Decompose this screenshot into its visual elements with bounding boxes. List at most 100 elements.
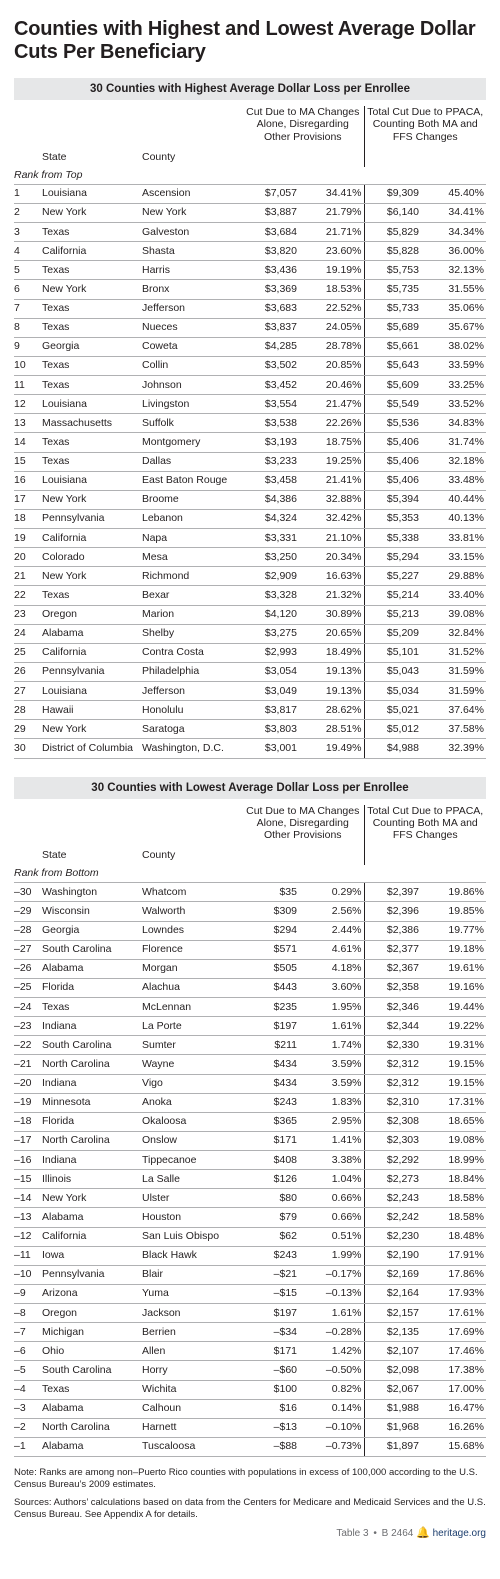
- cell-total-pct: 18.99%: [425, 1151, 486, 1170]
- cell-state: New York: [40, 1189, 140, 1208]
- cell-rank: 7: [14, 299, 40, 318]
- cell-rank: –29: [14, 902, 40, 921]
- cell-rank: –7: [14, 1323, 40, 1342]
- cell-cut-pct: –0.73%: [303, 1437, 364, 1456]
- cell-cut-pct: 19.13%: [303, 662, 364, 681]
- table-row: 26PennsylvaniaPhiladelphia$3,05419.13%$5…: [14, 662, 486, 681]
- cell-cut-pct: –0.10%: [303, 1418, 364, 1437]
- cell-rank: 28: [14, 701, 40, 720]
- table-row: –17North CarolinaOnslow$1711.41%$2,30319…: [14, 1131, 486, 1150]
- cell-cut: $309: [242, 902, 303, 921]
- cell-rank: –14: [14, 1189, 40, 1208]
- cell-total: $2,230: [364, 1227, 425, 1246]
- cell-county: Collin: [140, 356, 242, 375]
- cell-county: Florence: [140, 940, 242, 959]
- cell-total-pct: 37.58%: [425, 720, 486, 739]
- cell-cut: $197: [242, 1017, 303, 1036]
- cell-total: $9,309: [364, 184, 425, 203]
- cell-cut-pct: 19.19%: [303, 261, 364, 280]
- cell-total-pct: 38.02%: [425, 337, 486, 356]
- cell-rank: 14: [14, 433, 40, 452]
- cell-county: Saratoga: [140, 720, 242, 739]
- cell-total-pct: 33.40%: [425, 586, 486, 605]
- cell-state: North Carolina: [40, 1055, 140, 1074]
- cell-total-pct: 19.15%: [425, 1055, 486, 1074]
- cell-cut: $235: [242, 998, 303, 1017]
- table-row: –13AlabamaHouston$790.66%$2,24218.58%: [14, 1208, 486, 1227]
- cell-cut: $3,328: [242, 586, 303, 605]
- cell-county: Honolulu: [140, 701, 242, 720]
- cell-cut-pct: 32.88%: [303, 490, 364, 509]
- table-row: 30District of ColumbiaWashington, D.C.$3…: [14, 739, 486, 758]
- cell-rank: –24: [14, 998, 40, 1017]
- cell-total-pct: 31.59%: [425, 682, 486, 701]
- cell-cut-pct: 0.29%: [303, 883, 364, 902]
- cell-state: Indiana: [40, 1074, 140, 1093]
- cell-cut: $3,233: [242, 452, 303, 471]
- table-row: –28GeorgiaLowndes$2942.44%$2,38619.77%: [14, 921, 486, 940]
- cell-total-pct: 17.86%: [425, 1265, 486, 1284]
- cell-county: Lowndes: [140, 921, 242, 940]
- cell-county: East Baton Rouge: [140, 471, 242, 490]
- cell-county: Livingston: [140, 395, 242, 414]
- cell-total: $2,242: [364, 1208, 425, 1227]
- cell-total: $2,308: [364, 1112, 425, 1131]
- cell-cut: $4,386: [242, 490, 303, 509]
- cell-state: Texas: [40, 586, 140, 605]
- cell-total: $5,043: [364, 662, 425, 681]
- cell-cut: –$88: [242, 1437, 303, 1456]
- cell-state: District of Columbia: [40, 739, 140, 758]
- cell-cut-pct: 21.10%: [303, 529, 364, 548]
- cell-cut-pct: 21.79%: [303, 203, 364, 222]
- cell-cut: $4,120: [242, 605, 303, 624]
- col-header-state: State: [40, 845, 140, 865]
- cell-rank: 9: [14, 337, 40, 356]
- cell-total-pct: 45.40%: [425, 184, 486, 203]
- cell-cut: –$15: [242, 1284, 303, 1303]
- cell-cut: $2,909: [242, 567, 303, 586]
- cell-rank: 17: [14, 490, 40, 509]
- cell-cut: $3,369: [242, 280, 303, 299]
- cell-county: Nueces: [140, 318, 242, 337]
- table-row: –25FloridaAlachua$4433.60%$2,35819.16%: [14, 978, 486, 997]
- cell-county: Yuma: [140, 1284, 242, 1303]
- cell-total: $5,213: [364, 605, 425, 624]
- cell-rank: –28: [14, 921, 40, 940]
- cell-total-pct: 33.81%: [425, 529, 486, 548]
- cell-rank: –2: [14, 1418, 40, 1437]
- table-row: –24TexasMcLennan$2351.95%$2,34619.44%: [14, 998, 486, 1017]
- cell-rank: 10: [14, 356, 40, 375]
- cell-county: Jefferson: [140, 682, 242, 701]
- table-row: –29WisconsinWalworth$3092.56%$2,39619.85…: [14, 902, 486, 921]
- cell-state: Iowa: [40, 1246, 140, 1265]
- cell-rank: 8: [14, 318, 40, 337]
- cell-state: Indiana: [40, 1151, 140, 1170]
- cell-cut-pct: –0.50%: [303, 1361, 364, 1380]
- cell-rank: –9: [14, 1284, 40, 1303]
- cell-total-pct: 33.15%: [425, 548, 486, 567]
- notes-block: Note: Ranks are among non–Puerto Rico co…: [14, 1467, 486, 1521]
- cell-county: Broome: [140, 490, 242, 509]
- cell-rank: 25: [14, 643, 40, 662]
- cell-cut-pct: 20.34%: [303, 548, 364, 567]
- cell-rank: 2: [14, 203, 40, 222]
- cell-cut-pct: 1.95%: [303, 998, 364, 1017]
- cell-cut: $3,001: [242, 739, 303, 758]
- table-row: 25CaliforniaContra Costa$2,99318.49%$5,1…: [14, 643, 486, 662]
- cell-total-pct: 35.06%: [425, 299, 486, 318]
- cell-total-pct: 34.34%: [425, 223, 486, 242]
- cell-cut: $3,193: [242, 433, 303, 452]
- cell-total-pct: 19.31%: [425, 1036, 486, 1055]
- cell-total: $5,209: [364, 624, 425, 643]
- cell-cut: $197: [242, 1304, 303, 1323]
- table-row: 11TexasJohnson$3,45220.46%$5,60933.25%: [14, 376, 486, 395]
- cell-total: $5,034: [364, 682, 425, 701]
- cell-total: $2,330: [364, 1036, 425, 1055]
- cell-rank: –18: [14, 1112, 40, 1131]
- cell-total-pct: 34.83%: [425, 414, 486, 433]
- cell-rank: –17: [14, 1131, 40, 1150]
- cell-total: $2,397: [364, 883, 425, 902]
- cell-county: Tippecanoe: [140, 1151, 242, 1170]
- cell-state: California: [40, 1227, 140, 1246]
- cell-county: Walworth: [140, 902, 242, 921]
